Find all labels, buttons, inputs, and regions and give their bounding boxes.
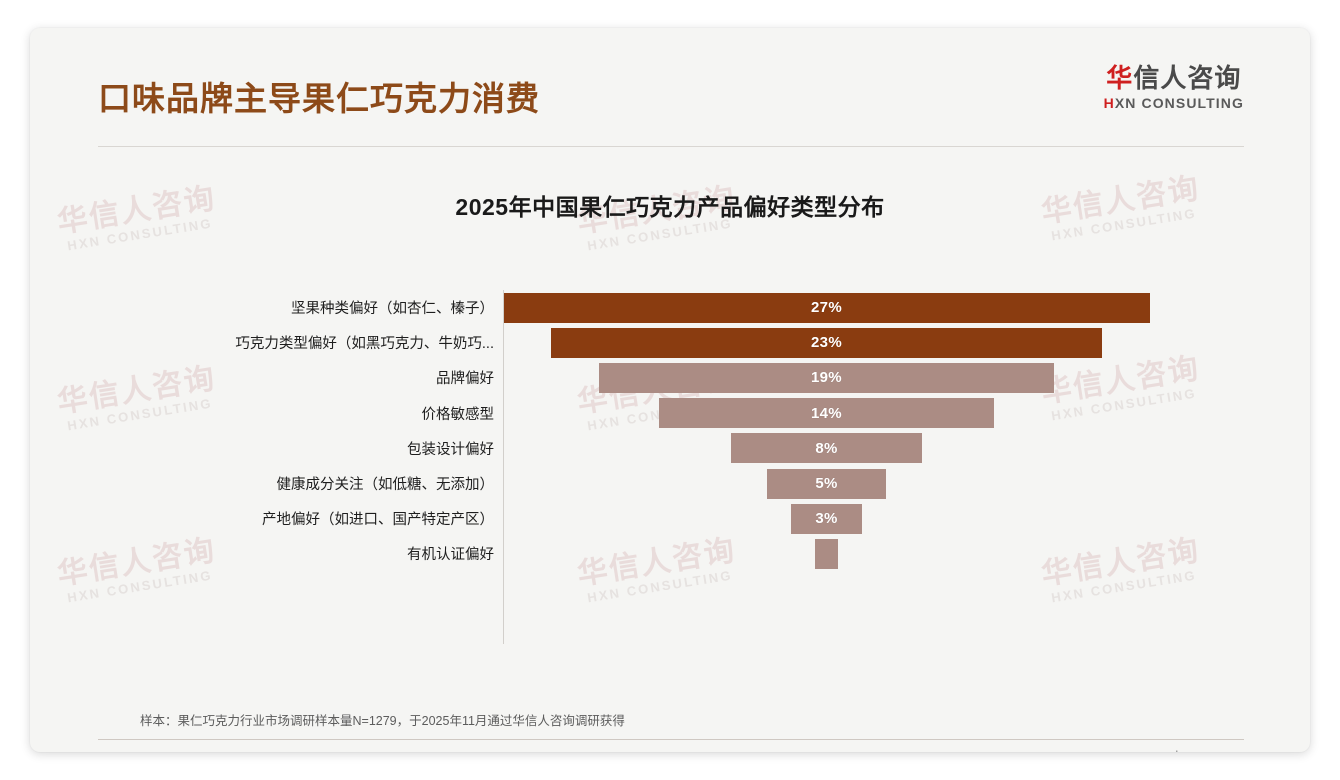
funnel-row: 健康成分关注（如低糖、无添加） 5%	[220, 466, 1150, 501]
funnel-bar[interactable]: 8%	[730, 433, 923, 464]
chart-axis-line	[503, 290, 504, 644]
funnel-category-label: 价格敏感型	[421, 406, 495, 423]
funnel-category-label: 有机认证偏好	[407, 547, 494, 564]
slide-header: 口味品牌主导果仁巧克力消费 华信人咨询 HXN CONSULTING	[98, 56, 1244, 148]
funnel-row: 品牌偏好 19%	[220, 360, 1150, 395]
company-logo: 华信人咨询 HXN CONSULTING	[1104, 64, 1244, 111]
funnel-bar-value: 5%	[815, 475, 838, 493]
funnel-bar-track: 3%	[503, 501, 1150, 536]
funnel-rows: 坚果种类偏好（如杏仁、榛子） 27% 巧克力类型偏好（如黑巧克力、牛奶巧... 23%…	[220, 290, 1150, 572]
funnel-category-label: 巧克力类型偏好（如黑巧克力、牛奶巧...	[235, 336, 494, 353]
logo-en-highlight: H	[1103, 94, 1115, 111]
copyright-text: ©2026.1 HXR华信人咨询	[100, 749, 240, 752]
page-title: 口味品牌主导果仁巧克力消费	[98, 80, 540, 117]
funnel-row: 有机认证偏好	[220, 536, 1150, 571]
logo-chinese-text: 华信人咨询	[1104, 64, 1244, 93]
funnel-bar-track	[503, 536, 1150, 571]
funnel-category-label: 产地偏好（如进口、国产特定产区）	[262, 512, 494, 529]
funnel-row: 产地偏好（如进口、国产特定产区） 3%	[220, 501, 1150, 536]
funnel-bar-track: 23%	[503, 325, 1150, 360]
funnel-bar-value: 8%	[815, 439, 838, 457]
logo-cn-rest: 信人咨询	[1133, 63, 1242, 93]
header-divider	[98, 146, 1244, 147]
funnel-bar-value: 3%	[815, 510, 838, 528]
watermark: 华信人咨询 HXN CONSULTING	[55, 361, 220, 434]
funnel-bar-track: 19%	[503, 360, 1150, 395]
funnel-bar-value: 14%	[811, 404, 842, 422]
funnel-row: 价格敏感型 14%	[220, 396, 1150, 431]
watermark-cn: 华信人咨询	[55, 361, 219, 420]
funnel-bar-value: 27%	[811, 299, 842, 317]
source-footnote: 样本：果仁巧克力行业市场调研样本量N=1279，于2025年11月通过华信人咨询…	[140, 714, 625, 728]
funnel-row: 坚果种类偏好（如杏仁、榛子） 27%	[220, 290, 1150, 325]
logo-english-text: HXN CONSULTING	[1103, 94, 1244, 111]
funnel-bar[interactable]: 5%	[766, 468, 887, 499]
website-link[interactable]: www.hxrcon.com	[1146, 749, 1240, 752]
funnel-bar-track: 27%	[503, 290, 1150, 325]
funnel-bar-track: 8%	[503, 431, 1150, 466]
funnel-bar-value: 23%	[811, 334, 842, 352]
funnel-bar[interactable]: 14%	[659, 398, 994, 429]
funnel-category-label: 品牌偏好	[436, 371, 494, 388]
funnel-category-label: 坚果种类偏好（如杏仁、榛子）	[291, 301, 494, 318]
funnel-bar-value: 19%	[811, 369, 842, 387]
watermark-en: HXN CONSULTING	[66, 567, 214, 606]
funnel-bar[interactable]: 23%	[551, 327, 1102, 358]
funnel-bar[interactable]: 3%	[790, 503, 863, 534]
watermark-cn: 华信人咨询	[55, 533, 219, 592]
funnel-chart: 坚果种类偏好（如杏仁、榛子） 27% 巧克力类型偏好（如黑巧克力、牛奶巧... 23%…	[220, 266, 1150, 644]
watermark: 华信人咨询 HXN CONSULTING	[55, 533, 220, 606]
footer-divider	[98, 739, 1244, 740]
funnel-row: 巧克力类型偏好（如黑巧克力、牛奶巧... 23%	[220, 325, 1150, 360]
logo-cn-highlight: 华	[1106, 63, 1134, 93]
watermark-en: HXN CONSULTING	[66, 395, 214, 434]
funnel-bar[interactable]	[814, 538, 839, 569]
funnel-row: 包装设计偏好 8%	[220, 431, 1150, 466]
funnel-category-label: 健康成分关注（如低糖、无添加）	[276, 477, 495, 494]
logo-en-rest: XN CONSULTING	[1114, 94, 1244, 111]
funnel-bar[interactable]: 19%	[599, 362, 1054, 393]
slide-canvas: 华信人咨询 HXN CONSULTING 华信人咨询 HXN CONSULTIN…	[30, 28, 1310, 752]
funnel-bar[interactable]: 27%	[503, 292, 1150, 323]
chart-title: 2025年中国果仁巧克力产品偏好类型分布	[455, 194, 885, 220]
funnel-bar-track: 5%	[503, 466, 1150, 501]
funnel-bar-track: 14%	[503, 396, 1150, 431]
funnel-category-label: 包装设计偏好	[407, 441, 494, 458]
